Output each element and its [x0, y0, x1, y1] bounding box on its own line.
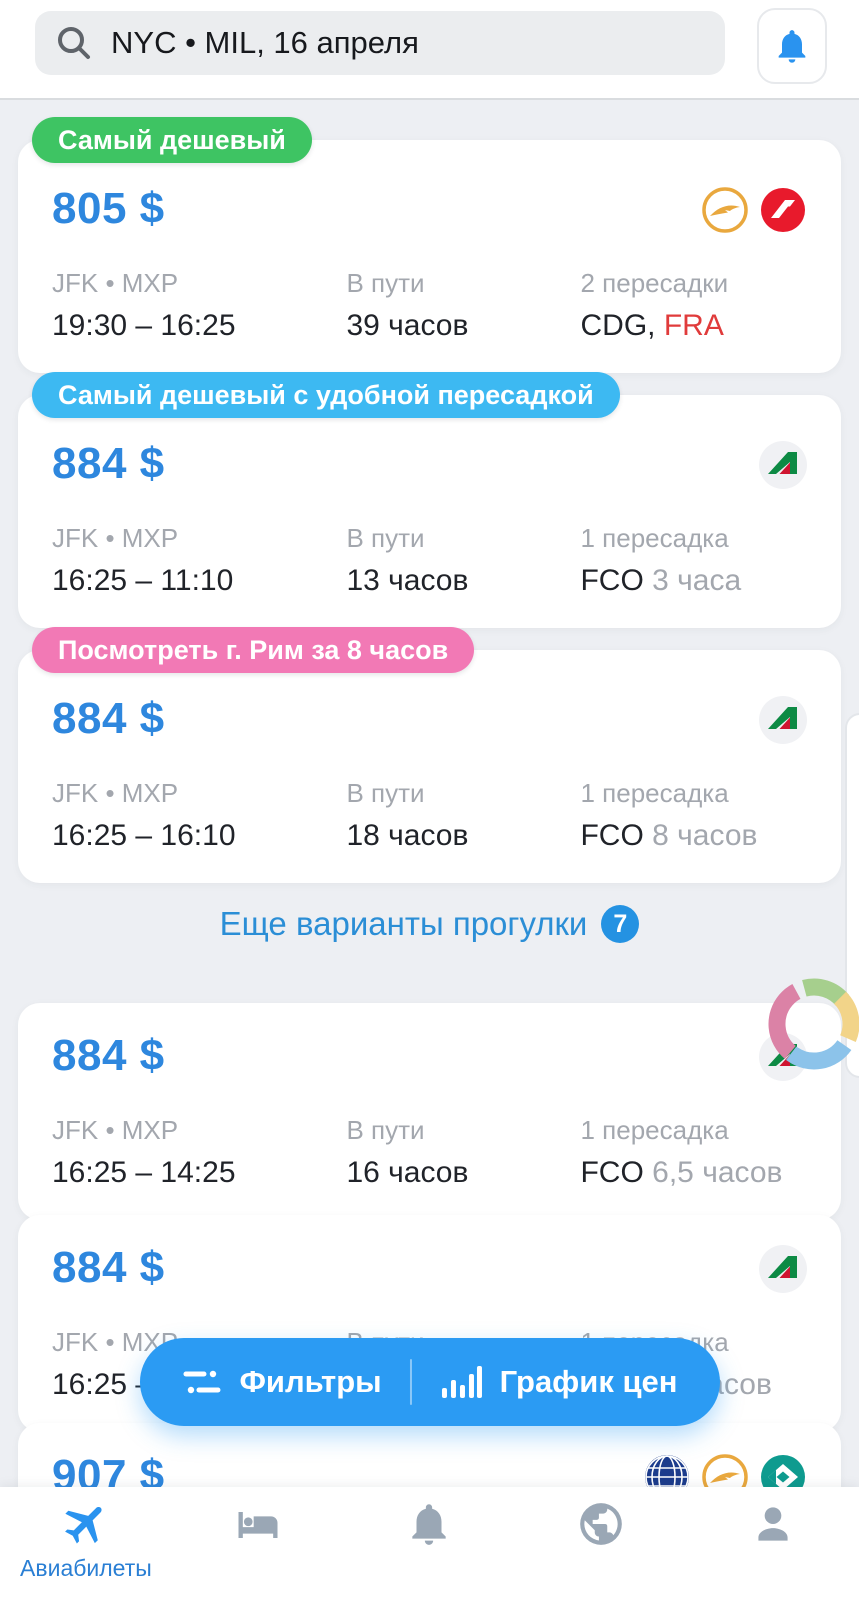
flight-card[interactable]: Самый дешевый с удобной пересадкой 884 $…	[18, 372, 841, 628]
red-wing-airline-logo-icon	[761, 188, 805, 232]
duration-label: В пути	[346, 778, 425, 808]
more-link-label: Еще варианты прогулки	[219, 905, 588, 942]
plane-icon	[64, 1506, 102, 1544]
filters-label: Фильтры	[239, 1364, 382, 1399]
badge-label: Посмотреть г. Рим за 8 часов	[58, 635, 449, 665]
globe-icon	[580, 1503, 623, 1545]
person-icon	[758, 1507, 788, 1541]
stop-extra: 6,5 часов	[652, 1156, 783, 1189]
badge-label: Самый дешевый с удобной пересадкой	[58, 380, 594, 410]
header: NYC • MIL, 16 апреля	[0, 0, 859, 100]
stops-label: 1 пересадка	[580, 523, 729, 553]
more-walk-variants-link[interactable]: Еще варианты прогулки 7	[0, 905, 859, 943]
duration-cell: В пути 18 часов	[346, 778, 580, 853]
duration-label: В пути	[346, 1115, 425, 1145]
price: 884 $	[52, 439, 165, 488]
stop-codes: CDG,	[580, 309, 656, 342]
duration-value: 18 часов	[346, 819, 469, 852]
city-walk-badge: Посмотреть г. Рим за 8 часов	[32, 627, 475, 673]
price-chart-button[interactable]: График цен	[440, 1364, 678, 1400]
route-times: 16:25 – 11:10	[52, 564, 234, 597]
route-cell: JFK • MXP 16:25 – 16:10	[52, 778, 346, 853]
stops-cell: 1 пересадка FCO 3 часа	[580, 523, 807, 598]
stops-cell: 1 пересадка FCO 6,5 часов	[580, 1115, 807, 1190]
stop-codes: FCO	[580, 564, 644, 597]
stop-codes: FCO	[580, 819, 644, 852]
bar-chart-icon	[441, 1366, 482, 1398]
floating-action-bar: Фильтры График цен	[139, 1338, 720, 1426]
stop-extra: FRA	[663, 309, 724, 342]
bottom-navigation: Авиабилеты	[0, 1487, 859, 1600]
alitalia-logo-icon	[759, 441, 807, 489]
duration-label: В пути	[346, 523, 425, 553]
stops-label: 1 пересадка	[580, 1115, 729, 1145]
stops-label: 1 пересадка	[580, 778, 729, 808]
price: 805 $	[52, 184, 165, 233]
airline-logos	[759, 441, 807, 489]
sliders-icon	[182, 1370, 220, 1394]
bell-icon	[412, 1504, 447, 1545]
alitalia-logo-icon	[759, 1245, 807, 1293]
price: 884 $	[52, 1243, 165, 1292]
nav-item-explore[interactable]	[515, 1487, 687, 1600]
route-times: 16:25 – 16:10	[52, 819, 236, 852]
stops-cell: 1 пересадка FCO 8 часов	[580, 778, 807, 853]
lufthansa-logo-icon	[702, 187, 748, 233]
nav-item-profile[interactable]	[687, 1487, 859, 1600]
search-icon	[58, 27, 90, 59]
search-query-text: NYC • MIL, 16 апреля	[111, 25, 419, 60]
search-input[interactable]: NYC • MIL, 16 апреля	[35, 11, 725, 75]
bell-icon	[778, 30, 806, 63]
route-cell: JFK • MXP 19:30 – 16:25	[52, 268, 346, 343]
airline-logos	[701, 186, 807, 234]
route-label: JFK • MXP	[52, 268, 179, 298]
convenient-layover-badge: Самый дешевый с удобной пересадкой	[32, 372, 620, 418]
stops-cell: 2 пересадки CDG, FRA	[580, 268, 807, 343]
alitalia-logo-icon	[759, 696, 807, 744]
duration-value: 39 часов	[346, 309, 469, 342]
stop-extra: 3 часа	[652, 564, 742, 597]
stops-label: 2 пересадки	[580, 268, 729, 298]
flight-card[interactable]: Самый дешевый 805 $ JFK • MXP 19:30 – 16:…	[18, 117, 841, 373]
bed-icon	[238, 1512, 278, 1538]
badge-label: Самый дешевый	[58, 125, 286, 155]
duration-cell: В пути 16 часов	[346, 1115, 580, 1190]
notifications-button[interactable]	[757, 8, 827, 84]
airline-logos	[759, 1245, 807, 1293]
price: 884 $	[52, 1031, 165, 1080]
action-bar-divider	[409, 1359, 412, 1405]
stop-extra: 8 часов	[652, 819, 758, 852]
nav-item-notifications[interactable]	[344, 1487, 516, 1600]
duration-label: В пути	[346, 268, 425, 298]
loading-spinner-icon	[768, 978, 859, 1070]
duration-cell: В пути 13 часов	[346, 523, 580, 598]
price: 884 $	[52, 694, 165, 743]
price-chart-label: График цен	[499, 1364, 678, 1399]
duration-cell: В пути 39 часов	[346, 268, 580, 343]
route-times: 19:30 – 16:25	[52, 309, 236, 342]
nav-item-flights[interactable]: Авиабилеты	[0, 1487, 172, 1600]
stop-codes: FCO	[580, 1156, 644, 1189]
route-cell: JFK • MXP 16:25 – 11:10	[52, 523, 346, 598]
nav-item-hotels[interactable]	[172, 1487, 344, 1600]
airline-logos	[759, 696, 807, 744]
nav-item-label: Авиабилеты	[20, 1555, 152, 1581]
route-times: 16:25 – 14:25	[52, 1156, 236, 1189]
flight-card[interactable]: 884 $ JFK • MXP 16:25 – 14:25 В пути 16 ча…	[18, 1003, 841, 1220]
duration-value: 13 часов	[346, 564, 469, 597]
route-label: JFK • MXP	[52, 778, 179, 808]
flight-card[interactable]: Посмотреть г. Рим за 8 часов 884 $ JFK •…	[18, 627, 841, 883]
route-cell: JFK • MXP 16:25 – 14:25	[52, 1115, 346, 1190]
route-label: JFK • MXP	[52, 1115, 179, 1145]
filters-button[interactable]: Фильтры	[181, 1364, 382, 1400]
cheapest-badge: Самый дешевый	[32, 117, 312, 163]
duration-value: 16 часов	[346, 1156, 469, 1189]
route-label: JFK • MXP	[52, 523, 179, 553]
count-badge: 7	[601, 905, 640, 943]
